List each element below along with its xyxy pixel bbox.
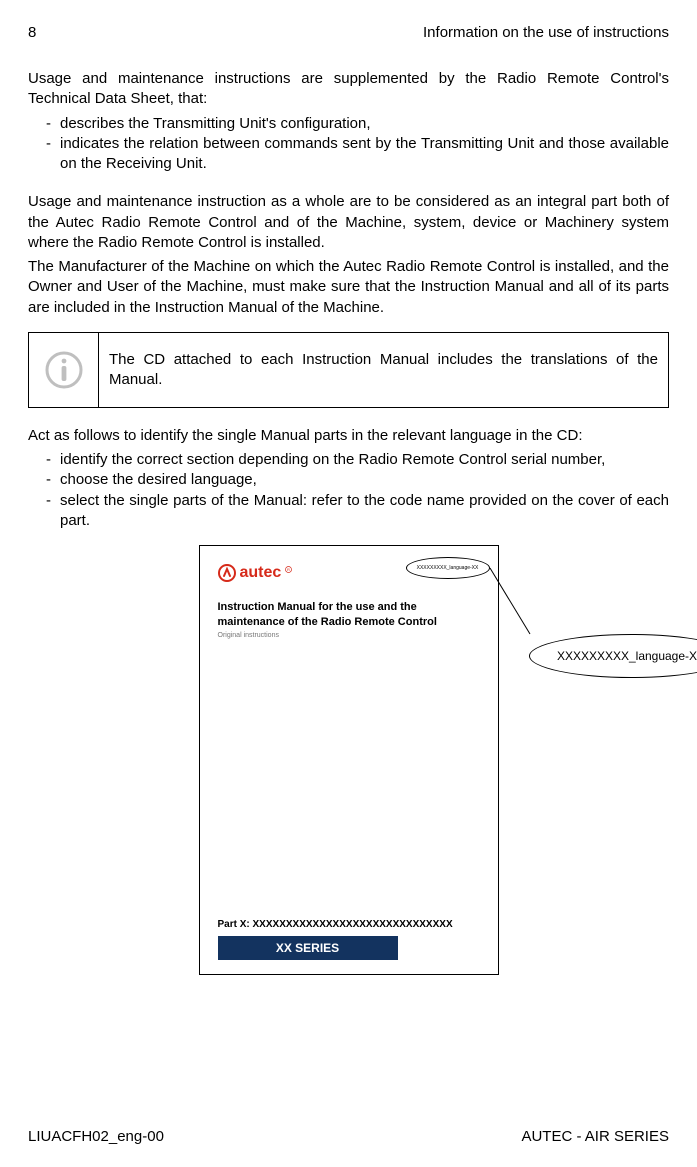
list-item: - describes the Transmitting Unit's conf… — [46, 114, 669, 134]
section-title: Information on the use of instructions — [423, 24, 669, 41]
part-line: Part X: XXXXXXXXXXXXXXXXXXXXXXXXXXXXXX — [218, 919, 480, 930]
page-number: 8 — [28, 24, 36, 41]
cover-title: Instruction Manual for the use and the m… — [218, 600, 480, 630]
intro-bullets: - describes the Transmitting Unit's conf… — [28, 114, 669, 175]
list-item: - select the single parts of the Manual:… — [46, 491, 669, 532]
small-ellipse-text: XXXXXXXXX_language-XX — [417, 565, 479, 571]
manual-cover: autec R Instruction Manual for the use a… — [199, 545, 499, 975]
bullet-text: indicates the relation between commands … — [60, 134, 669, 175]
bullet-dash-icon: - — [46, 470, 60, 490]
info-callout: The CD attached to each Instruction Manu… — [28, 332, 669, 408]
list-item: - indicates the relation between command… — [46, 134, 669, 175]
info-icon — [44, 350, 84, 390]
figure: autec R Instruction Manual for the use a… — [28, 545, 669, 975]
bullet-dash-icon: - — [46, 114, 60, 134]
paragraph: The Manufacturer of the Machine on which… — [28, 257, 669, 318]
registered-icon: R — [285, 566, 292, 573]
paragraph: Usage and maintenance instruction as a w… — [28, 192, 669, 253]
bullet-text: describes the Transmitting Unit's config… — [60, 114, 669, 134]
bullet-dash-icon: - — [46, 491, 60, 532]
info-text: The CD attached to each Instruction Manu… — [99, 333, 668, 407]
bullet-text: choose the desired language, — [60, 470, 669, 490]
small-code-ellipse: XXXXXXXXX_language-XX — [406, 557, 490, 579]
page-footer: LIUACFH02_eng-00 AUTEC - AIR SERIES — [28, 1128, 669, 1145]
footer-right: AUTEC - AIR SERIES — [521, 1128, 669, 1145]
act-lead: Act as follows to identify the single Ma… — [28, 426, 669, 446]
part-value: XXXXXXXXXXXXXXXXXXXXXXXXXXXXXX — [253, 919, 453, 930]
big-ellipse-text: XXXXXXXXX_language-XX — [557, 649, 697, 663]
bullet-dash-icon: - — [46, 134, 60, 175]
logo-mark-icon — [218, 564, 236, 582]
act-bullets: - identify the correct section depending… — [28, 450, 669, 531]
series-bar: XX SERIES — [218, 936, 398, 960]
info-icon-cell — [29, 333, 99, 407]
part-label: Part X: — [218, 919, 250, 930]
page: 8 Information on the use of instructions… — [0, 0, 697, 1167]
logo-text: autec — [240, 564, 282, 582]
page-header: 8 Information on the use of instructions — [28, 24, 669, 41]
svg-text:R: R — [287, 567, 290, 572]
cover-bottom: Part X: XXXXXXXXXXXXXXXXXXXXXXXXXXXXXX X… — [218, 919, 480, 960]
bullet-dash-icon: - — [46, 450, 60, 470]
intro-lead: Usage and maintenance instructions are s… — [28, 69, 669, 110]
bullet-text: select the single parts of the Manual: r… — [60, 491, 669, 532]
footer-left: LIUACFH02_eng-00 — [28, 1128, 164, 1145]
cover-subtitle: Original instructions — [218, 632, 480, 639]
list-item: - identify the correct section depending… — [46, 450, 669, 470]
big-code-ellipse: XXXXXXXXX_language-XX — [529, 634, 697, 678]
bullet-text: identify the correct section depending o… — [60, 450, 669, 470]
list-item: - choose the desired language, — [46, 470, 669, 490]
connector-line-icon — [490, 568, 534, 638]
